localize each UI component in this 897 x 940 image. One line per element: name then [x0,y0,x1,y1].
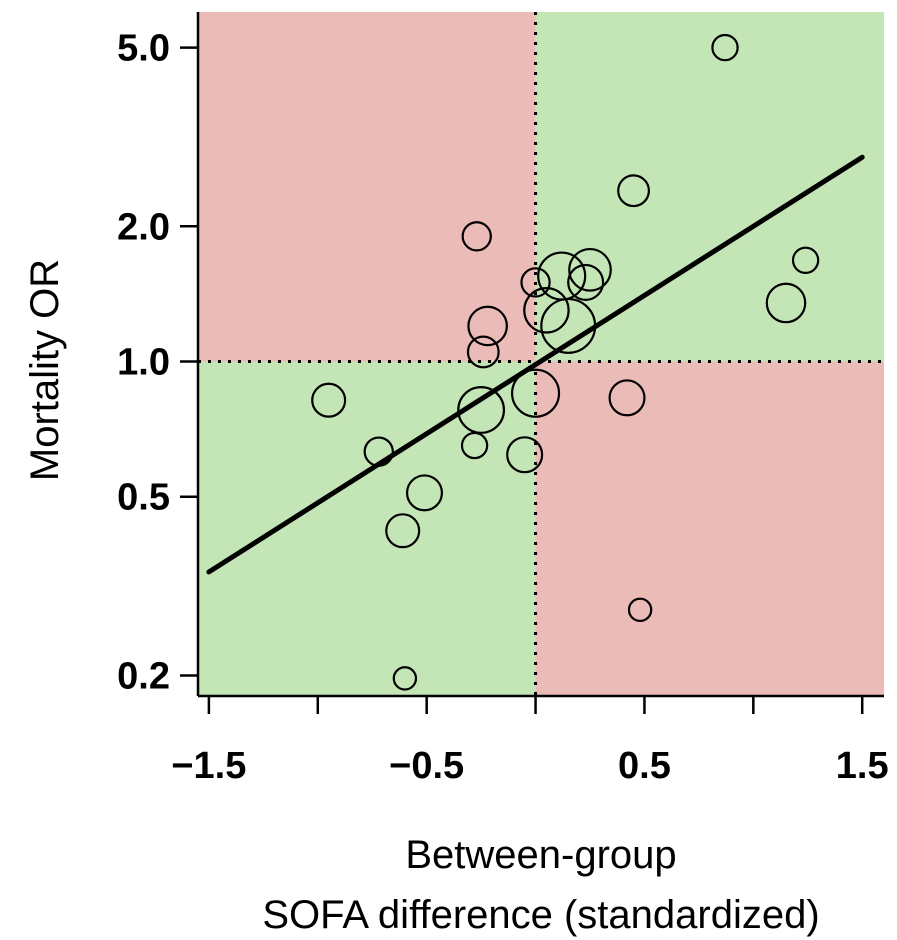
data-point-21 [405,474,444,512]
y-tick-label-2.0: 2.0 [117,206,170,248]
data-point-22 [385,513,421,549]
quadrant-top-right [535,12,884,362]
data-point-14 [311,382,347,418]
data-point-1 [711,33,739,62]
data-points [311,33,820,691]
data-point-15 [457,386,506,434]
x-tick-label-0.5: 0.5 [618,745,671,787]
x-tick-label--1.5: −1.5 [171,745,246,787]
x-axis-label-line-2: SOFA difference (standardized) [262,893,819,937]
x-axis-label-line-1: Between-group [405,833,676,877]
quadrant-top-left [198,12,536,362]
data-point-19 [460,431,489,460]
data-point-20 [506,436,544,474]
data-point-11 [765,282,807,324]
data-point-16 [510,368,561,418]
data-point-4 [791,246,820,275]
data-point-12 [467,305,508,347]
axes [180,12,884,714]
y-tick-label-5.0: 5.0 [117,28,170,70]
data-point-24 [392,666,418,691]
y-tick-label-0.2: 0.2 [117,655,170,697]
quadrant-backgrounds [198,12,884,696]
data-point-3 [461,221,492,252]
data-point-13 [466,335,500,369]
data-point-8 [520,267,551,298]
x-tick-label--0.5: −0.5 [389,745,464,787]
regression-line-group [206,154,865,575]
data-point-23 [627,597,653,623]
data-point-9 [523,287,570,334]
y-axis-label: Mortality OR [23,259,67,481]
y-tick-label-1.0: 1.0 [117,342,170,384]
x-tick-label-1.5: 1.5 [836,745,889,787]
data-point-17 [608,379,646,417]
quadrant-bottom-left [198,361,536,696]
data-point-2 [617,174,650,208]
axis-labels: Between-group SOFA difference (standardiz… [23,259,820,937]
tick-labels: 0.2 0.5 1.0 2.0 5.0 −1.5 −0.5 0.5 1.5 [117,28,888,787]
data-point-6 [568,247,612,292]
y-tick-label-0.5: 0.5 [117,477,170,519]
data-point-7 [567,263,605,301]
quadrant-bottom-right [535,361,884,696]
regression-line [206,154,865,575]
